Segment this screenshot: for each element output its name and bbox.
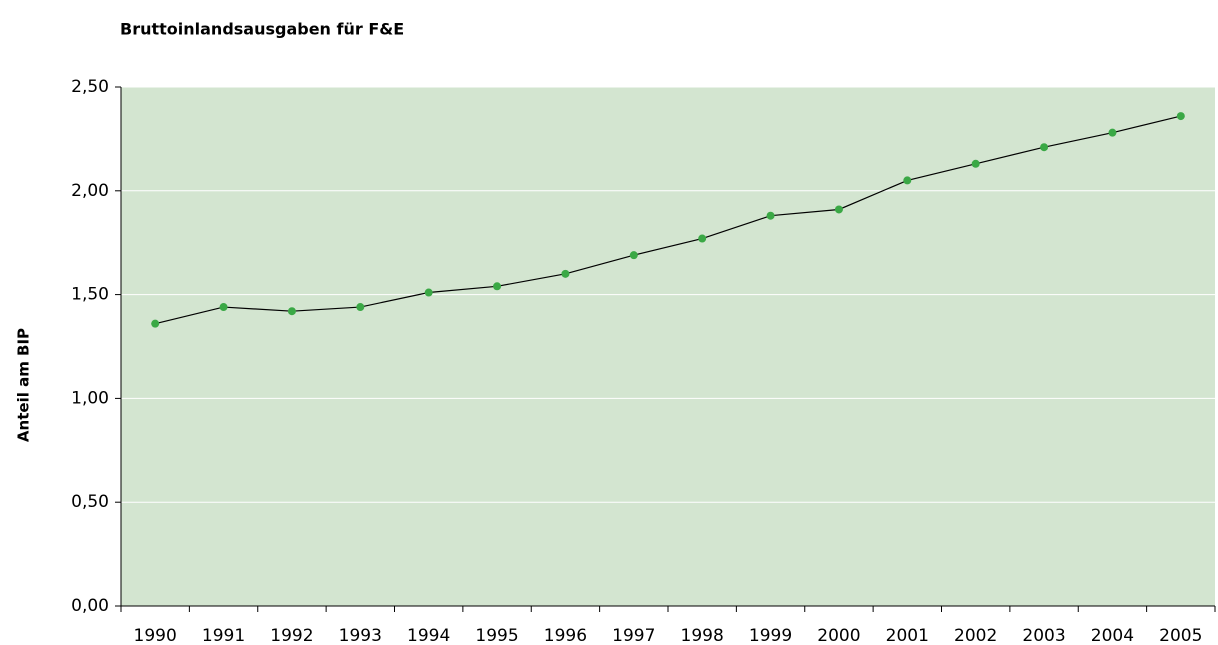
y-axis-title: Anteil am BIP <box>15 328 33 442</box>
x-tick-label: 1990 <box>134 626 177 645</box>
x-tick-label: 1993 <box>339 626 382 645</box>
x-tick-label: 2002 <box>954 626 997 645</box>
y-tick-label: 2,00 <box>71 181 109 201</box>
data-point <box>1108 128 1117 137</box>
data-point <box>698 234 707 243</box>
x-tick-label: 2005 <box>1159 626 1202 645</box>
data-point <box>356 303 365 312</box>
x-tick-label: 1994 <box>407 626 450 645</box>
data-point <box>561 269 570 278</box>
x-tick-label: 1991 <box>202 626 245 645</box>
line <box>155 115 1181 325</box>
data-point <box>287 307 296 316</box>
data-point <box>424 288 433 297</box>
data-point <box>493 282 502 291</box>
x-tick-label: 1992 <box>270 626 313 645</box>
data-point <box>1176 112 1185 121</box>
x-tick-label: 1997 <box>612 626 655 645</box>
data-point <box>219 303 228 312</box>
data-point <box>903 176 912 185</box>
x-tick-label: 1998 <box>681 626 724 645</box>
x-tick-label: 2004 <box>1091 626 1134 645</box>
y-tick-label: 1,50 <box>71 285 109 305</box>
plot-area <box>121 87 1215 606</box>
y-tick-label: 2,50 <box>71 77 109 97</box>
x-tick-label: 2003 <box>1022 626 1065 645</box>
data-point <box>834 205 843 214</box>
x-tick-label: 1995 <box>475 626 518 645</box>
data-point <box>151 319 160 328</box>
y-tick-label: 0,00 <box>71 596 109 616</box>
data-point <box>971 159 980 168</box>
data-point <box>629 251 638 260</box>
y-tick-label: 0,50 <box>71 492 109 512</box>
x-tick-label: 1999 <box>749 626 792 645</box>
data-point <box>766 211 775 220</box>
x-tick-label: 1996 <box>544 626 587 645</box>
x-tick-label: 2000 <box>817 626 860 645</box>
y-tick-label: 1,00 <box>71 388 109 408</box>
x-tick-label: 2001 <box>886 626 929 645</box>
data-point <box>1040 143 1049 152</box>
chart-title: Bruttoinlandsausgaben für F&E <box>120 20 404 39</box>
